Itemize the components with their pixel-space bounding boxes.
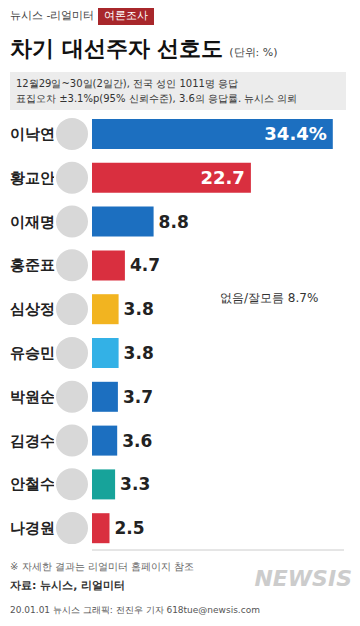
svg-text:김경수: 김경수 <box>10 432 55 450</box>
svg-text:3.7: 3.7 <box>123 387 153 407</box>
svg-text:나경원: 나경원 <box>10 519 55 537</box>
html-text:자료: 뉴시스, 리얼미터: 자료: 뉴시스, 리얼미터 <box>10 579 126 592</box>
html-text:여론조사: 여론조사 <box>104 9 149 22</box>
svg-text:3.6: 3.6 <box>122 431 152 451</box>
html-text:표집오차 ±3.1%p(95% 신뢰수준), 3.6의 응답: 표집오차 ±3.1%p(95% 신뢰수준), 3.6의 응답률. 뉴시스 의뢰 <box>16 93 298 104</box>
html-text:12월29일~30일(2일간), 전국 성인 1011명 응: 12월29일~30일(2일간), 전국 성인 1011명 응답 <box>16 78 239 89</box>
html-text:뉴시스 -리얼미터: 뉴시스 -리얼미터 <box>10 9 95 22</box>
svg-text:2.5: 2.5 <box>115 518 145 538</box>
html-text:NEWSIS: NEWSIS <box>254 566 352 591</box>
svg-text:22.7: 22.7 <box>200 167 244 188</box>
svg-text:박원순: 박원순 <box>10 388 55 406</box>
svg-text:3.8: 3.8 <box>124 299 154 319</box>
html-text:차기 대선주자 선호도 (단위: %): 차기 대선주자 선호도 (단위: %) <box>10 36 278 61</box>
svg-text:유승민: 유승민 <box>10 344 55 362</box>
svg-text:3.8: 3.8 <box>124 343 154 363</box>
svg-text:심상정: 심상정 <box>10 300 55 318</box>
svg-text:3.3: 3.3 <box>120 474 150 494</box>
svg-text:홍준표: 홍준표 <box>10 256 55 274</box>
svg-text:이낙연: 이낙연 <box>10 125 55 143</box>
svg-text:8.8: 8.8 <box>159 212 189 232</box>
svg-text:34.4%: 34.4% <box>264 123 326 144</box>
html-text:없음/잘모름 8.7%: 없음/잘모름 8.7% <box>220 291 319 305</box>
html-text:※ 자세한 결과는 리얼미터 홈페이지 참조: ※ 자세한 결과는 리얼미터 홈페이지 참조 <box>10 561 195 572</box>
svg-text:이재명: 이재명 <box>10 213 55 231</box>
svg-text:4.7: 4.7 <box>130 255 160 275</box>
html-text:20.01.01 뉴시스 그래픽: 전진우 기자 618tu: 20.01.01 뉴시스 그래픽: 전진우 기자 618tue@newsis.c… <box>10 605 260 615</box>
svg-text:황교안: 황교안 <box>10 169 55 187</box>
svg-text:안철수: 안철수 <box>10 475 55 493</box>
